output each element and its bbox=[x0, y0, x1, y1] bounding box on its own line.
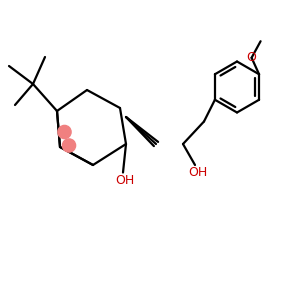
Circle shape bbox=[58, 125, 71, 139]
Text: O: O bbox=[247, 51, 256, 64]
Text: OH: OH bbox=[115, 173, 134, 187]
Circle shape bbox=[62, 139, 76, 152]
Text: OH: OH bbox=[188, 166, 208, 179]
